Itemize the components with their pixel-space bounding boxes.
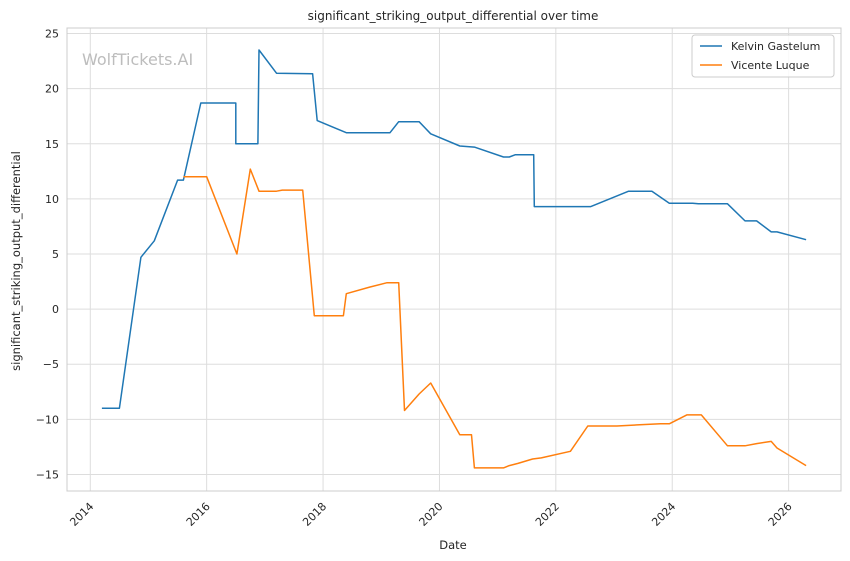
y-tick-label: 25 <box>45 28 59 41</box>
plot-frame <box>66 27 842 492</box>
watermark: WolfTickets.AI <box>82 50 193 69</box>
y-axis-label: significant_striking_output_differential <box>9 151 23 371</box>
y-tick-label: 10 <box>45 193 59 206</box>
series-layer <box>101 49 807 469</box>
y-tick-label: 5 <box>52 248 59 261</box>
legend-label-1: Kelvin Gastelum <box>731 40 820 53</box>
y-tick-label: −5 <box>43 358 59 371</box>
series-line-1 <box>101 49 807 410</box>
y-tick-label: 20 <box>45 83 59 96</box>
y-tick-label: −10 <box>36 413 59 426</box>
x-axis-label: Date <box>439 538 467 552</box>
chart-title: significant_striking_output_differential… <box>308 9 599 23</box>
y-tick-label: 0 <box>52 303 59 316</box>
legend-box <box>691 34 835 78</box>
y-tick-label: −15 <box>36 468 59 481</box>
legend: Kelvin Gastelum Vicente Luque <box>691 34 835 78</box>
legend-label-2: Vicente Luque <box>731 59 810 72</box>
y-tick-label: 15 <box>45 138 59 151</box>
series-line-2 <box>183 168 807 469</box>
